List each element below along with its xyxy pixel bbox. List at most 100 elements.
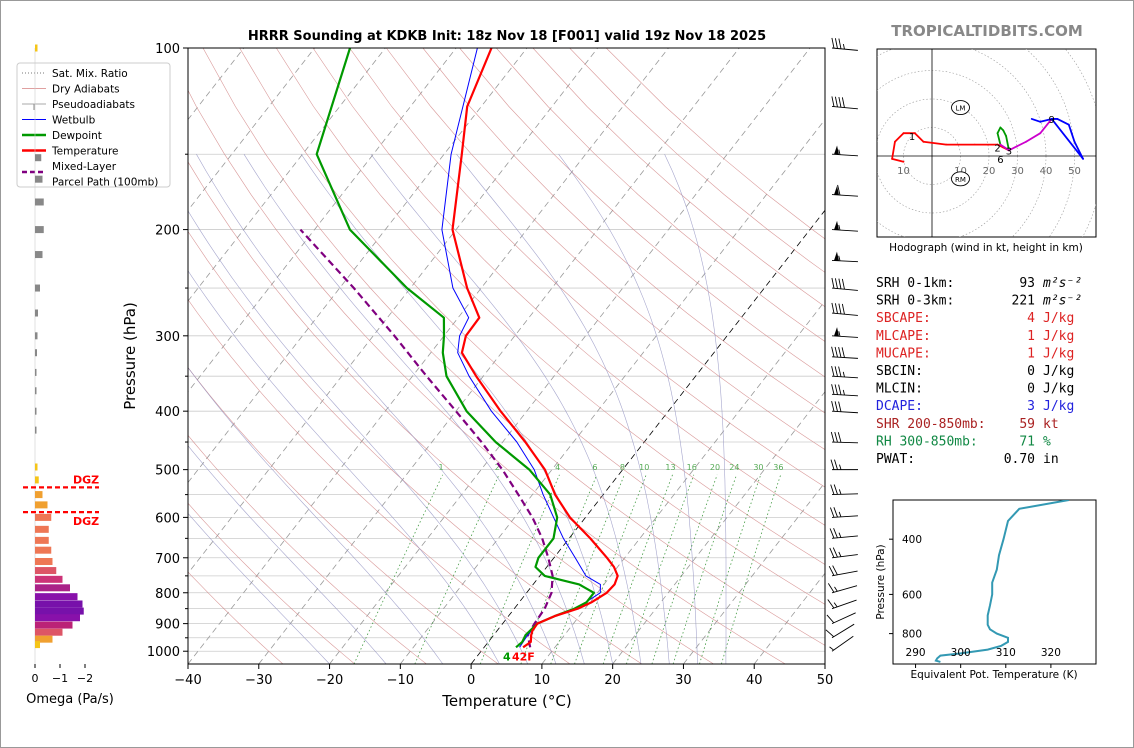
legend-label: Parcel Path (100mb) [52, 177, 158, 189]
omega-panel: DGZ DGZ 0 −1 −2 Omega (Pa/s) [23, 44, 114, 707]
isotherm-line [470, 209, 825, 664]
omega-bar [35, 607, 84, 615]
isotherm-line [683, 481, 825, 664]
wind-barbs [825, 37, 859, 664]
mixing-ratio-label: 8 [620, 463, 625, 472]
wind-barb-half [842, 371, 845, 378]
wind-barb-full [837, 184, 841, 196]
hodograph-segment [1005, 135, 1010, 152]
dry-adiabat-line [188, 367, 499, 664]
theta-e-ylabel: Pressure (hPa) [875, 544, 887, 619]
wind-barb-shaft [831, 441, 859, 444]
skewt-xlabel: Temperature (°C) [441, 692, 571, 710]
wind-barb-half [842, 43, 845, 50]
wind-barb-full [841, 303, 845, 315]
hodograph-ring-label: 20 [983, 166, 996, 177]
hodograph-frame [876, 48, 1097, 238]
dry-adiabat-line [532, 48, 825, 308]
theta-x-tick-label: 310 [996, 647, 1016, 659]
wind-barb-half [839, 464, 842, 470]
wind-barb-body [830, 459, 858, 471]
wind-barb-full [829, 547, 835, 558]
wind-barb-shaft [831, 493, 859, 496]
moist-adiabat-line [188, 210, 528, 664]
omega-bar [35, 44, 38, 52]
moist-adiabat-line [196, 154, 557, 664]
index-value: 3 [1027, 399, 1035, 414]
omega-bar [35, 635, 53, 643]
hodograph-segment [996, 143, 1005, 149]
wind-barb-flag [833, 327, 839, 337]
wind-barb-body [831, 145, 858, 157]
theta-y-tick-label: 400 [902, 534, 922, 546]
p-tick-label: 400 [155, 405, 180, 420]
omega-bar [35, 557, 53, 565]
wind-barb [831, 96, 858, 110]
moist-adiabat-line [243, 154, 585, 664]
x-tick-label: 50 [817, 673, 834, 688]
index-unit: J/kg [1043, 364, 1074, 379]
hodograph-ring-label: 50 [1068, 166, 1081, 177]
dry-adiabat-line [188, 434, 427, 664]
hodograph-ring-label: 30 [1011, 166, 1024, 177]
theta-e-panel: 290 300 310 320 400 600 800 Equivalent Pot. Te… [875, 499, 1097, 681]
wind-barb-full [830, 431, 835, 443]
mixing-ratio-label: 16 [687, 463, 697, 472]
dry-adiabat-line [202, 48, 825, 646]
index-label: DCAPE: [876, 399, 923, 414]
hodograph-height-label: 2 [994, 143, 1000, 154]
wind-barb-shaft [831, 106, 858, 110]
p-tick-label: 300 [155, 330, 180, 345]
hodograph-height-label: 9 [1049, 115, 1055, 126]
omega-bar [35, 600, 83, 608]
dry-adiabat-line [188, 299, 571, 664]
wind-barb-full [834, 38, 838, 49]
wind-barb-shaft [831, 612, 856, 625]
wind-barb-body [829, 507, 858, 518]
legend-label: Temperature [51, 146, 119, 158]
wind-barb-body [829, 547, 858, 559]
mixing-ratio-line [479, 474, 560, 664]
moist-adiabat-line [188, 445, 387, 664]
wind-barb-shaft [831, 570, 858, 577]
index-unit: J/kg [1043, 382, 1074, 397]
legend-label: Dry Adiabats [52, 84, 120, 96]
theta-y-tick-label: 600 [902, 589, 922, 601]
wind-barb [829, 547, 858, 559]
index-label: RH 300-850mb: [876, 434, 978, 449]
wind-barb-full [831, 401, 835, 412]
index-value: 93 [1019, 276, 1035, 291]
hodograph-segment [1025, 132, 1042, 143]
wind-barb-full [827, 583, 835, 593]
wind-barb [830, 431, 859, 444]
index-value: 59 [1019, 417, 1035, 432]
wind-barb-body [831, 384, 858, 397]
omega-bar [35, 284, 40, 292]
isotherm-line [188, 48, 315, 211]
moist-adiabat-line [370, 154, 642, 664]
mixing-ratio-line [414, 474, 500, 664]
omega-tick-label: −1 [52, 672, 68, 685]
mixing-ratio-label: 4 [555, 463, 560, 472]
index-label: SHR 200-850mb: [876, 417, 986, 432]
wind-barb-half [829, 646, 834, 651]
index-unit: J/kg [1043, 329, 1074, 344]
wind-barb-full [834, 459, 838, 470]
index-label: SRH 0-1km: [876, 276, 954, 291]
wind-barb-full [841, 347, 845, 358]
wind-barb-body [827, 599, 857, 610]
wind-barb-body [831, 251, 858, 263]
wind-barb-half [834, 586, 838, 592]
wind-barb-flag [833, 251, 839, 261]
wind-barb [831, 251, 858, 263]
omega-bar [35, 628, 63, 636]
wind-barb-shaft [831, 375, 858, 379]
wind-barb-full [838, 303, 842, 314]
omega-bar [35, 251, 43, 259]
hodograph-segment [891, 140, 896, 160]
dry-adiabat-line [386, 48, 825, 451]
hodograph-segment [1067, 123, 1076, 143]
omega-bar [35, 332, 38, 340]
omega-tick-label: −2 [77, 672, 93, 685]
